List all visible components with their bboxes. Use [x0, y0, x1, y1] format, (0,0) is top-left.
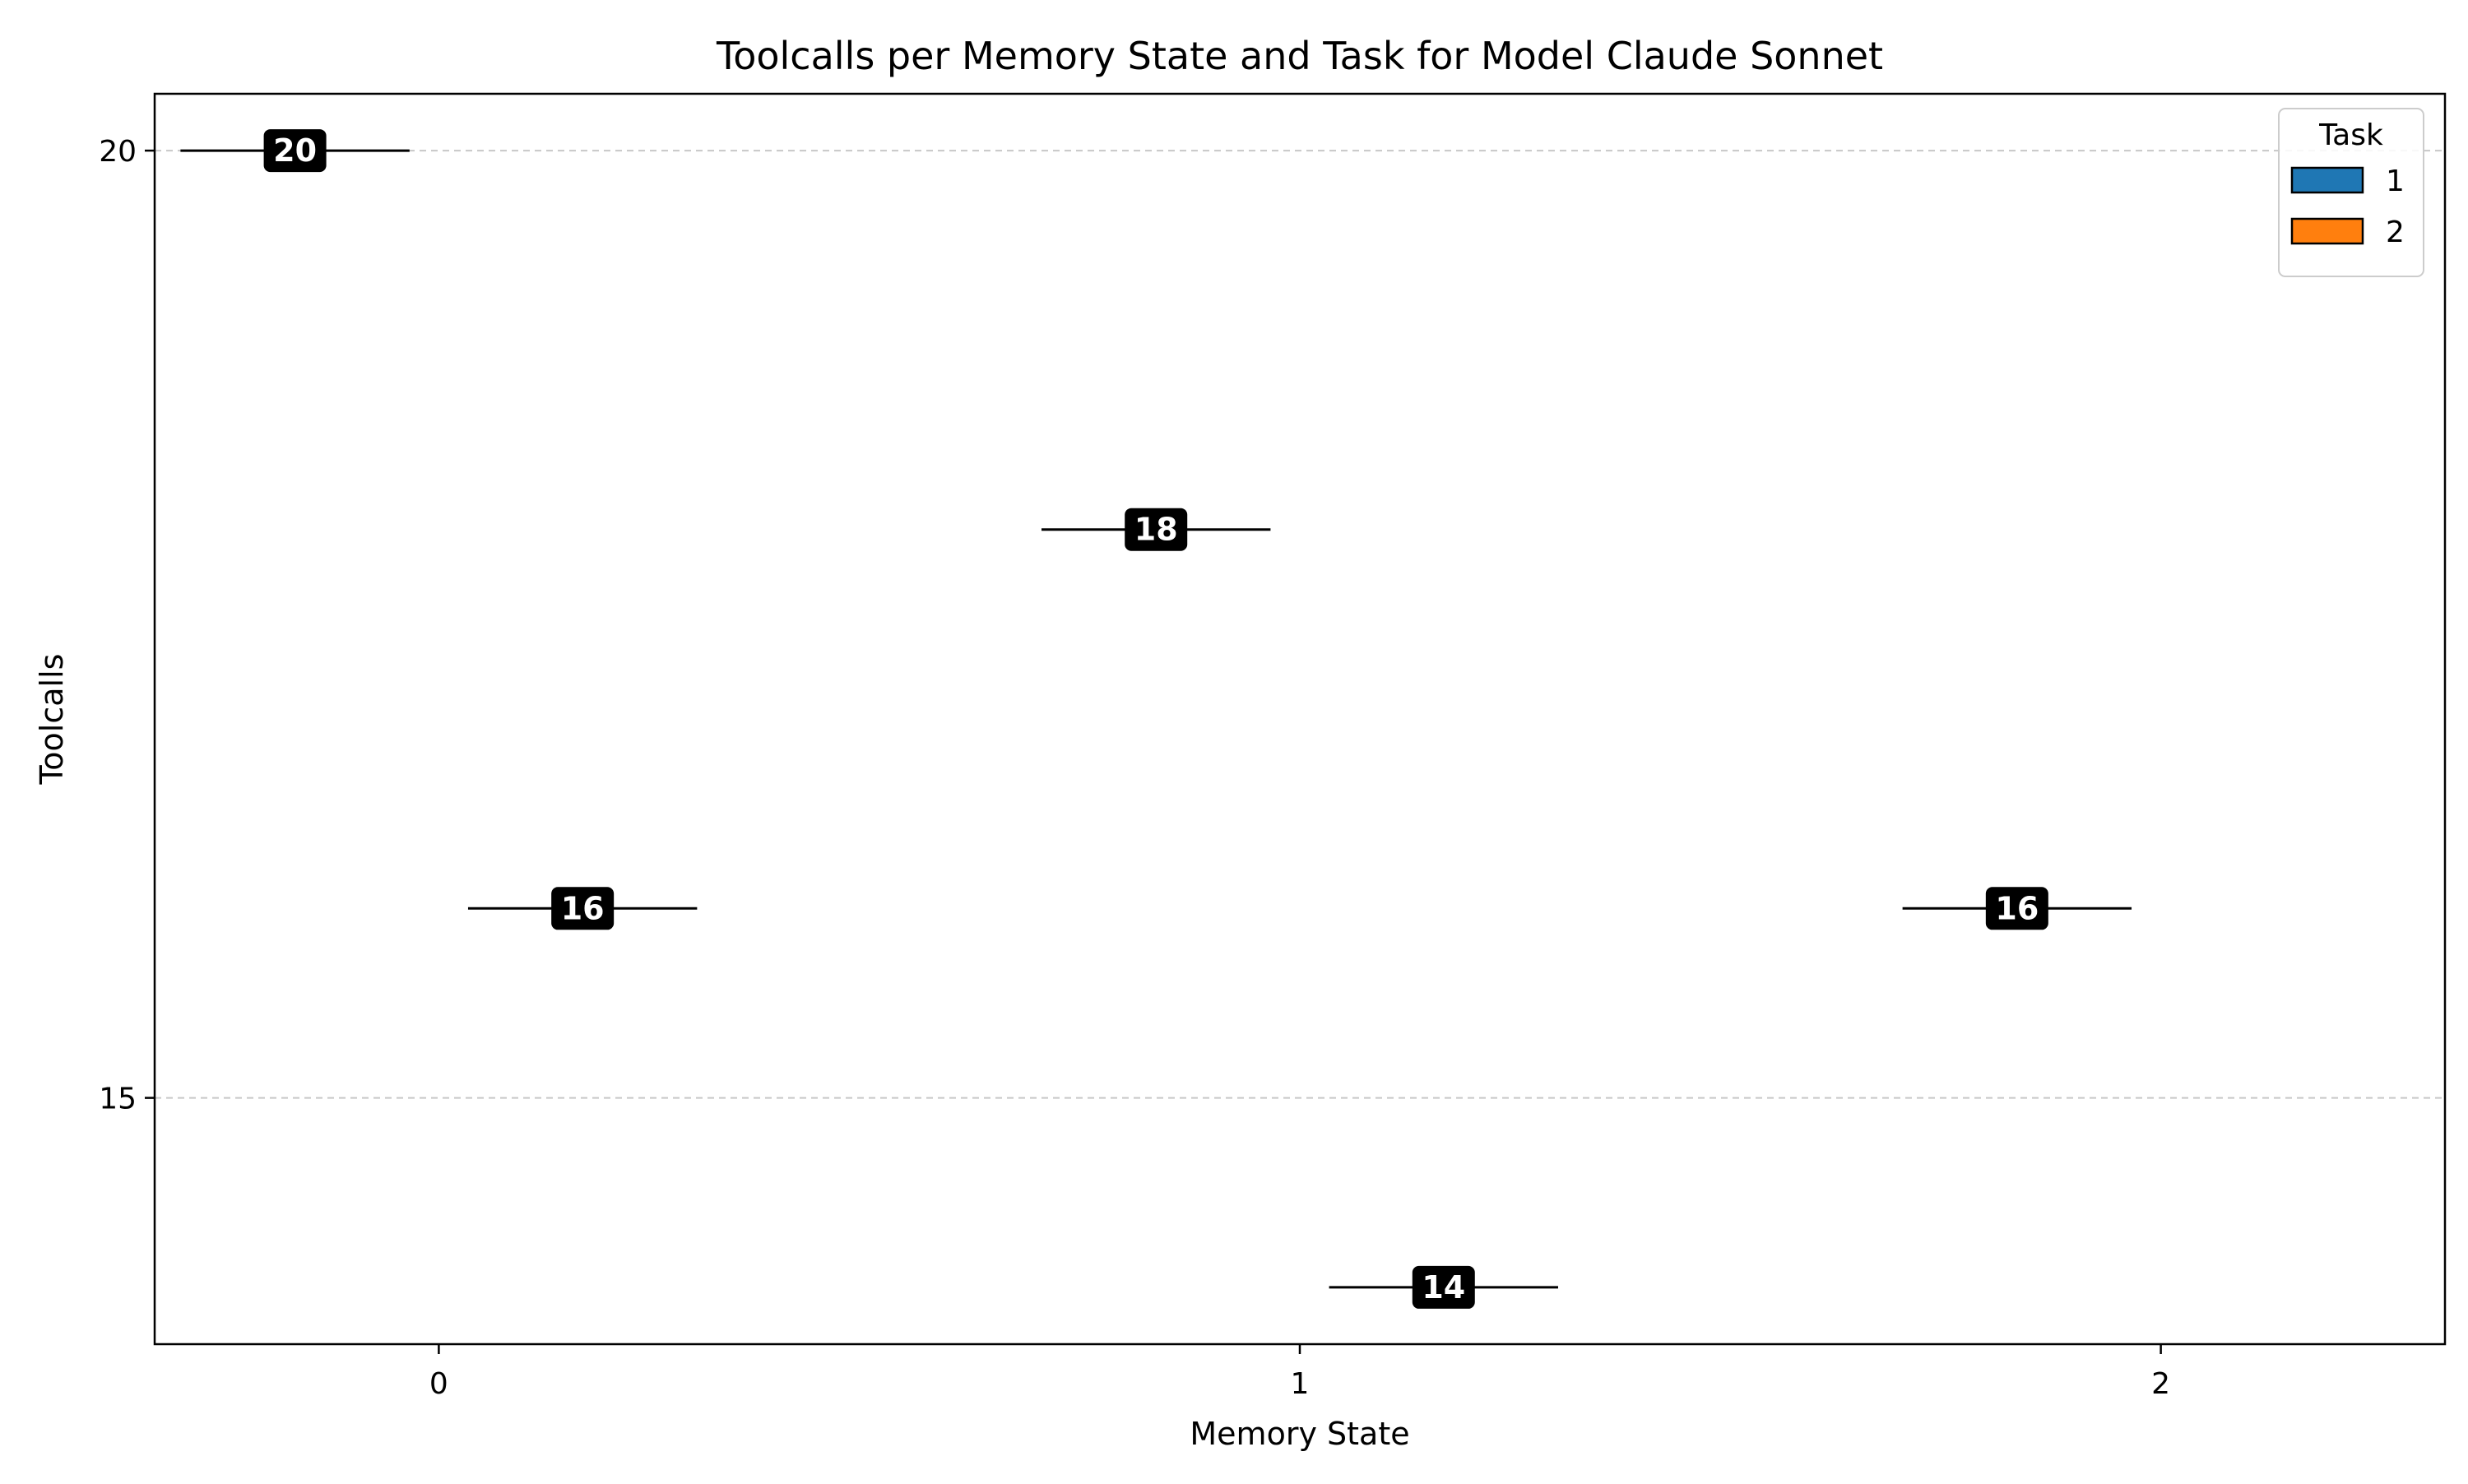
x-tick-label: 1 [1291, 1367, 1310, 1401]
legend-item-task-1: 1 [2290, 165, 2405, 198]
x-tick-label: 0 [429, 1367, 448, 1401]
value-label-text: 16 [1995, 890, 2039, 926]
value-label-text: 16 [561, 890, 605, 926]
x-axis-ticks: 0 1 2 [429, 1344, 2170, 1401]
value-label-text: 14 [1422, 1269, 1465, 1305]
value-label-task-2-state-1: 14 [1412, 1265, 1475, 1309]
chart-title: Toolcalls per Memory State and Task for … [716, 34, 1883, 78]
value-label-task-1-state-2: 16 [1985, 887, 2048, 930]
marks-layer: 20 18 16 16 14 [180, 129, 2132, 1309]
value-label-badge [263, 129, 327, 173]
value-label-badge [1985, 887, 2048, 930]
value-label-badge [1412, 1265, 1475, 1309]
value-label-badge [1125, 508, 1188, 551]
legend-label: 1 [2386, 165, 2405, 198]
y-tick-label: 20 [99, 135, 137, 169]
legend-swatch [2290, 166, 2364, 194]
value-label-task-1-state-1: 18 [1125, 508, 1188, 551]
grid-layer [155, 150, 2445, 1099]
legend-title: Task [2318, 118, 2383, 152]
x-axis-label: Memory State [1190, 1416, 1409, 1452]
legend-label: 2 [2386, 216, 2405, 249]
value-label-text: 20 [273, 132, 317, 169]
value-label-task-1-state-0: 20 [263, 129, 327, 173]
legend-item-task-2: 2 [2290, 216, 2405, 249]
value-label-badge [551, 887, 615, 930]
value-label-task-2-state-0: 16 [551, 887, 615, 930]
x-tick-label: 2 [2151, 1367, 2170, 1401]
value-label-text: 18 [1134, 512, 1178, 548]
legend-swatch [2290, 217, 2364, 245]
y-tick-label: 15 [99, 1083, 137, 1116]
y-axis-label: Toolcalls [34, 654, 70, 786]
